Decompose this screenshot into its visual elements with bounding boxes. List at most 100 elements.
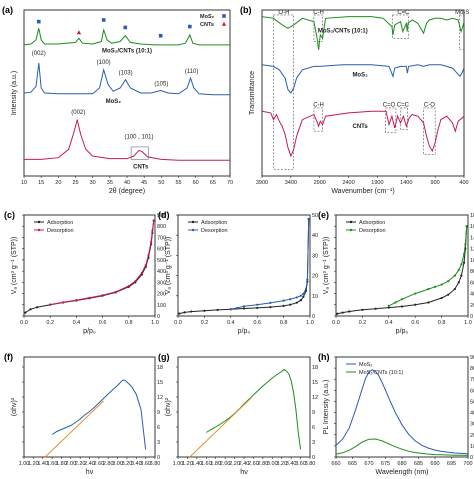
data-point	[269, 306, 272, 309]
x-tick-label: 2.60	[93, 461, 104, 467]
y-tick-label: 100	[470, 444, 474, 450]
data-point	[190, 310, 193, 313]
x-tick-label: 695	[447, 461, 456, 467]
x-tick-label: 3900	[256, 180, 268, 186]
y-tick-label: 300	[157, 280, 166, 286]
x-tick-label: 0.2	[359, 320, 367, 326]
x-axis-label: 2θ (degree)	[109, 188, 145, 195]
x-tick-label: 660	[331, 461, 340, 467]
square-marker	[188, 24, 192, 29]
y-tick-label: 0	[470, 455, 473, 461]
data-point	[400, 305, 404, 308]
series-line-adsorption	[337, 226, 468, 315]
y-tick-label: 3	[157, 440, 160, 446]
x-tick-label: 70	[227, 180, 233, 186]
x-tick-label: 3.80	[305, 461, 316, 467]
legend-marker	[349, 220, 353, 224]
y-tick-label: 500	[157, 258, 166, 264]
x-tick-label: 25	[72, 180, 78, 186]
x-tick-label: 0.6	[411, 320, 419, 326]
y-tick-label: 300	[470, 422, 474, 428]
data-point	[114, 290, 117, 293]
data-point	[183, 311, 186, 314]
data-point	[465, 225, 468, 228]
y-axis-label: (αhν)²	[165, 397, 172, 416]
data-point	[400, 298, 404, 301]
y-tick-label: 400	[470, 411, 474, 417]
y-tick-label: 400	[157, 269, 166, 275]
x-tick-label: 3.80	[150, 461, 161, 467]
band-label: C=C	[397, 102, 410, 108]
y-axis-label: Vₐ (cm³ g⁻¹ (STP))	[165, 237, 172, 295]
data-point	[462, 253, 466, 256]
panel-g: (g) 1.001.201.401.601.802.002.202.402.602…	[158, 352, 318, 476]
series-line-mos2	[51, 379, 147, 450]
y-tick-label: 12	[312, 395, 318, 401]
x-tick-label: 675	[381, 461, 390, 467]
legend-triangle-marker	[221, 21, 227, 26]
series-label: MoS₂/CNTs (10:1)	[318, 28, 368, 34]
band-box	[385, 107, 397, 134]
x-tick-label: 0.4	[385, 320, 393, 326]
data-point	[216, 308, 219, 312]
x-tick-label: 700	[463, 461, 472, 467]
x-tick-label: 680	[397, 461, 406, 467]
data-point	[460, 274, 463, 277]
legend-label: CNTs	[200, 22, 214, 28]
x-tick-label: 2.80	[103, 461, 114, 467]
plot-frame-d	[177, 214, 311, 317]
x-tick-label: 0.0	[174, 320, 182, 326]
peak-label: (103)	[119, 71, 133, 77]
peak-label: (110)	[185, 69, 199, 75]
band-box	[313, 14, 323, 42]
legend-label: MoS₂/CNTs (10:1)	[359, 370, 403, 376]
data-point	[88, 296, 91, 299]
x-tick-label: 3.40	[131, 461, 142, 467]
x-tick-label: 2.80	[257, 461, 268, 467]
panel-letter-b: (b)	[240, 5, 252, 15]
x-tick-label: 1.0	[151, 320, 159, 326]
y-axis-label: Intensity (a.u.)	[11, 71, 18, 115]
data-point	[387, 304, 390, 307]
panel-c: (c) 0.0 0.2 0.4 0.6 0.8 1.00 100 200 300 400 500 600…	[4, 210, 166, 335]
data-point	[304, 287, 308, 290]
square-marker	[158, 33, 163, 38]
x-tick-label: 3.00	[112, 461, 123, 467]
y-tick-label: 12	[157, 395, 163, 401]
series-line-mos2-cnts-10-1-	[23, 28, 230, 46]
band-label: C-H	[313, 10, 324, 16]
triangle-marker	[76, 30, 82, 35]
x-tick-label: 400	[459, 180, 468, 186]
y-axis-label: Transmittance	[249, 71, 256, 115]
y-tick-label: 0	[157, 314, 160, 320]
x-tick-label: 1.60	[201, 461, 212, 467]
data-point	[147, 254, 150, 257]
legend-label: Desorption	[47, 228, 74, 234]
legend-label: MoS₂	[200, 14, 215, 20]
band-box	[423, 107, 436, 155]
x-tick-label: 0.8	[125, 320, 133, 326]
data-point	[75, 298, 78, 302]
y-tick-label: 200	[470, 433, 474, 439]
data-point	[229, 308, 232, 311]
data-point	[348, 310, 351, 313]
data-point	[289, 303, 292, 306]
series-line-mos2-cnts-10-1-	[335, 438, 469, 456]
data-point	[306, 278, 309, 281]
y-tick-label: 0	[157, 455, 160, 461]
legend-square-marker	[222, 14, 226, 18]
y-tick-label: 15	[312, 380, 318, 386]
data-point	[140, 271, 143, 274]
data-point	[256, 303, 259, 306]
x-tick-label: 1.00	[173, 461, 184, 467]
x-tick-label: 665	[348, 461, 357, 467]
x-tick-label: 0.8	[280, 320, 288, 326]
data-point	[433, 285, 437, 288]
x-tick-label: 670	[364, 461, 373, 467]
peak-label: (100)	[97, 60, 111, 66]
data-point	[144, 263, 147, 267]
y-tick-label: 60	[470, 280, 474, 286]
data-point	[36, 306, 39, 309]
x-tick-label: 2.20	[75, 461, 86, 467]
